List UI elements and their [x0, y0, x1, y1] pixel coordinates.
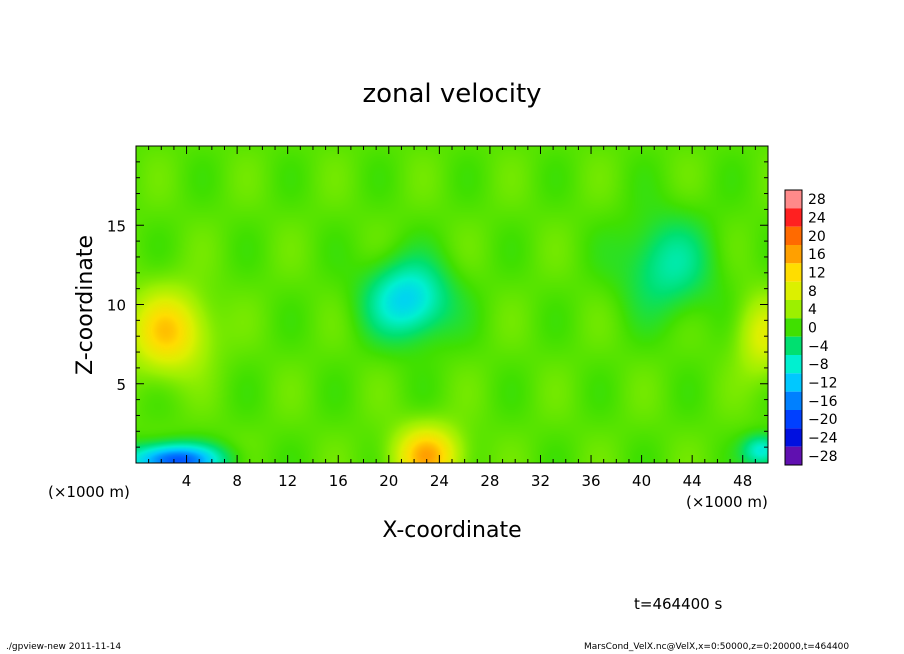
colorbar-label: 8 — [808, 284, 817, 300]
colorbar-frame — [784, 189, 803, 466]
colorbar-swatch — [785, 373, 802, 392]
y-axis-label: Z-coordinate — [73, 235, 98, 375]
colorbar-label: −16 — [808, 394, 838, 410]
colorbar-swatch — [785, 391, 802, 410]
y-tick-label: 5 — [116, 376, 126, 394]
colorbar-swatch — [785, 355, 802, 374]
colorbar-swatch — [785, 226, 802, 245]
colorbar-swatch — [785, 245, 802, 264]
x-tick-label: 36 — [581, 472, 600, 490]
colorbar: 28 24 20 16 12 8 4 0 −4 −8 −12 −16 −20 −24 −28 — [784, 189, 838, 466]
time-label: t=464400 s — [634, 595, 722, 613]
colorbar-label: −4 — [808, 339, 829, 355]
x-axis: 4 8 12 16 20 24 28 32 36 40 44 48 — [148, 146, 769, 490]
y-axis: 5 10 15 — [107, 161, 768, 448]
footer-left: ./gpview-new 2011-11-14 — [6, 642, 122, 652]
x-tick-label: 4 — [182, 472, 192, 490]
x-tick-label: 8 — [232, 472, 242, 490]
colorbar-swatch — [785, 336, 802, 355]
x-tick-label: 24 — [430, 472, 449, 490]
colorbar-label: 16 — [808, 247, 826, 263]
colorbar-swatch — [785, 410, 802, 429]
colorbar-label: −12 — [808, 376, 838, 392]
colorbar-label: 20 — [808, 229, 826, 245]
chart-title: zonal velocity — [362, 79, 541, 109]
y-tick-label: 15 — [107, 217, 126, 235]
colorbar-swatch — [785, 281, 802, 300]
x-tick-label: 44 — [683, 472, 702, 490]
colorbar-label: 12 — [808, 266, 826, 282]
colorbar-swatch — [785, 446, 802, 465]
colorbar-label: 0 — [808, 321, 817, 337]
colorbar-swatch — [785, 428, 802, 447]
colorbar-swatch — [785, 318, 802, 337]
colorbar-label: −24 — [808, 431, 838, 447]
x-tick-label: 28 — [480, 472, 499, 490]
colorbar-swatch — [785, 208, 802, 227]
x-tick-label: 48 — [733, 472, 752, 490]
x-tick-label: 20 — [379, 472, 398, 490]
heatmap-field — [136, 146, 768, 463]
colorbar-swatch — [785, 263, 802, 282]
colorbar-label: −28 — [808, 449, 838, 465]
colorbar-label: 24 — [808, 211, 826, 227]
colorbar-swatch — [785, 300, 802, 319]
footer-right: MarsCond_VelX.nc@VelX,x=0:50000,z=0:2000… — [584, 642, 850, 652]
x-axis-label: X-coordinate — [382, 518, 521, 543]
colorbar-label: 4 — [808, 302, 817, 318]
colorbar-label: 28 — [808, 192, 826, 208]
x-unit-label-right: (×1000 m) — [686, 493, 768, 511]
x-tick-label: 40 — [632, 472, 651, 490]
colorbar-label: −20 — [808, 412, 838, 428]
colorbar-label: −8 — [808, 357, 829, 373]
x-tick-label: 16 — [329, 472, 348, 490]
x-tick-label: 12 — [278, 472, 297, 490]
x-tick-label: 32 — [531, 472, 550, 490]
y-tick-label: 10 — [107, 297, 126, 315]
colorbar-swatch — [785, 190, 802, 209]
x-unit-label-left: (×1000 m) — [48, 483, 130, 501]
